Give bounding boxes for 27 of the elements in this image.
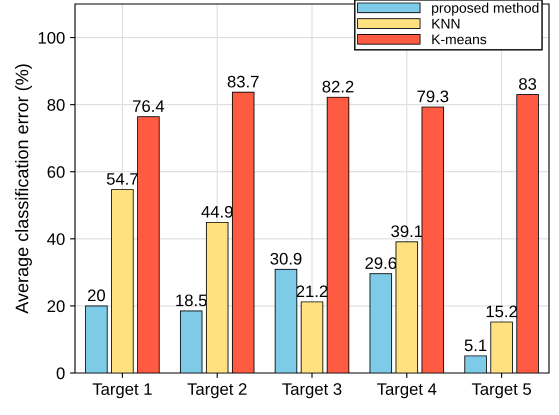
data-label: 5.1	[464, 340, 486, 352]
data-label: 82.2	[322, 80, 354, 93]
data-label: 83	[519, 78, 536, 90]
x-tick-label: Target 5	[472, 383, 532, 398]
data-label: 83.7	[228, 76, 259, 88]
data-label: 18.5	[176, 294, 207, 306]
legend-label: proposed method	[432, 2, 538, 16]
y-tick-label: 100	[38, 32, 65, 44]
legend-label: K-means	[432, 34, 486, 44]
data-label: 44.9	[201, 206, 233, 218]
y-tick-label: 40	[47, 233, 65, 246]
y-tick-label: 20	[48, 300, 65, 312]
legend-label: KNN	[432, 18, 460, 28]
x-tick-label: Target 3	[282, 383, 342, 398]
data-label: 76.4	[133, 100, 164, 112]
y-axis-title: Average classification error (%)	[15, 64, 32, 314]
data-label: 15.2	[486, 306, 517, 318]
data-label: 79.3	[417, 90, 448, 102]
x-tick-label: Target 2	[187, 383, 246, 398]
data-label: 21.2	[296, 285, 328, 298]
y-tick-label: 0	[56, 367, 65, 380]
x-tick-label: Target 1	[92, 383, 152, 398]
y-tick-label: 60	[48, 166, 65, 178]
y-tick-label: 80	[47, 99, 65, 111]
data-label: 30.9	[270, 252, 302, 265]
data-label: 20	[88, 289, 106, 302]
x-tick-label: Target 4	[377, 383, 436, 398]
